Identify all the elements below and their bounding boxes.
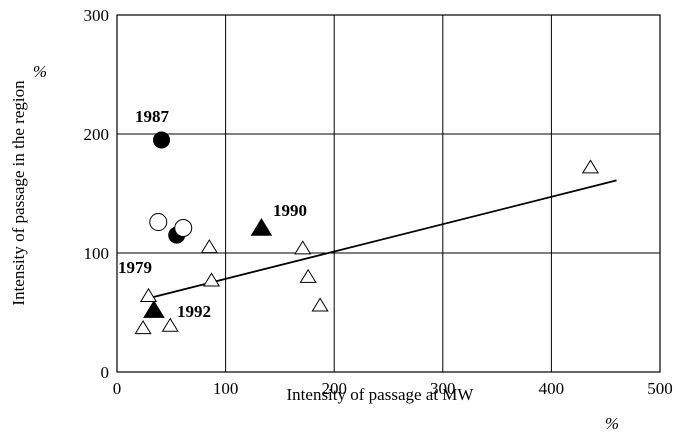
x-tick-label: 0 xyxy=(113,379,122,398)
x-tick-label: 500 xyxy=(647,379,673,398)
point xyxy=(250,218,273,236)
point xyxy=(202,272,221,287)
x-unit: % xyxy=(605,414,619,433)
y-tick-label: 300 xyxy=(84,6,110,25)
y-unit: % xyxy=(33,62,47,81)
plot-frame xyxy=(116,14,661,373)
trend-line xyxy=(143,179,617,301)
annotation: 1992 xyxy=(177,302,211,321)
y-tick-label: 100 xyxy=(84,244,110,263)
point xyxy=(161,317,179,332)
x-tick-label: 400 xyxy=(539,379,565,398)
annotation: 1990 xyxy=(273,201,307,220)
annotation: 1987 xyxy=(135,107,170,126)
annotation: 1979 xyxy=(118,258,152,277)
point xyxy=(139,287,158,302)
point xyxy=(134,320,152,335)
x-tick-label: 300 xyxy=(430,379,456,398)
x-tick-label: 100 xyxy=(213,379,239,398)
point xyxy=(294,240,312,255)
x-tick-label: 200 xyxy=(321,379,347,398)
point xyxy=(581,159,600,174)
point xyxy=(200,239,218,254)
point xyxy=(174,219,193,238)
point xyxy=(149,213,168,232)
y-tick-label: 0 xyxy=(101,363,110,382)
point xyxy=(143,300,165,318)
point xyxy=(153,131,171,149)
y-axis-title: Intensity of passage in the region xyxy=(9,80,28,306)
y-tick-label: 200 xyxy=(84,125,110,144)
point xyxy=(311,297,329,312)
x-axis-title: Intensity of passage at MW xyxy=(287,385,475,404)
point xyxy=(299,268,317,283)
